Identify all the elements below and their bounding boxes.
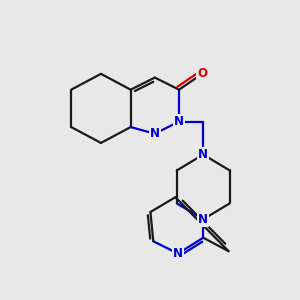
Text: N: N	[150, 127, 160, 140]
Text: O: O	[197, 67, 207, 80]
Text: N: N	[173, 247, 183, 260]
Text: N: N	[198, 148, 208, 161]
Text: N: N	[198, 213, 208, 226]
Text: N: N	[174, 115, 184, 128]
